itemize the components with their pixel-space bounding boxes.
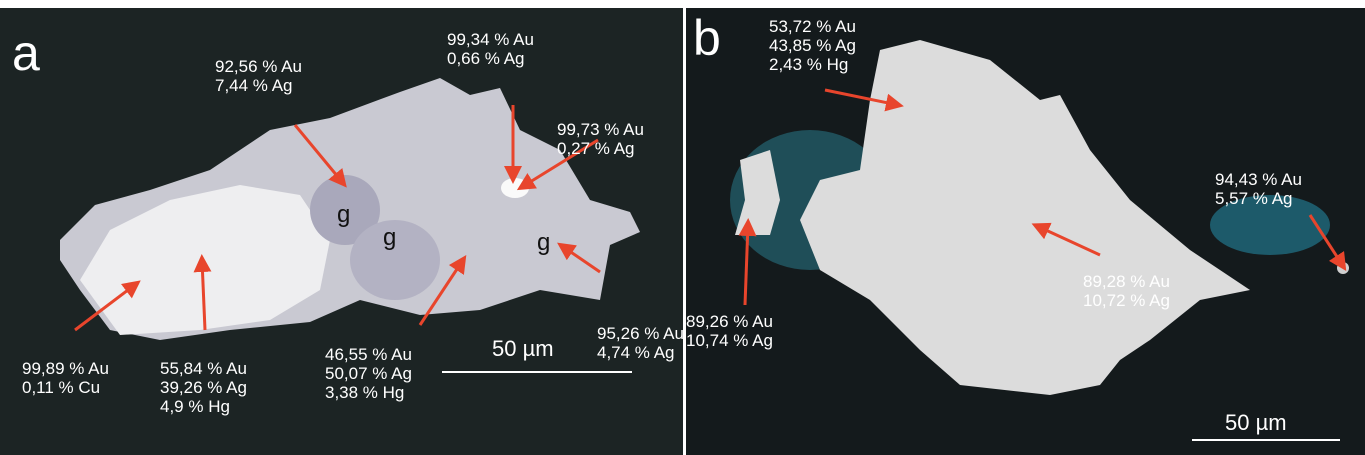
annotation: 89,28 % Au [1083, 272, 1170, 291]
scale-bar-label: 50 µm [1225, 410, 1287, 435]
annotation: 99,34 % Au [447, 30, 534, 49]
annotation: 7,44 % Ag [215, 76, 293, 95]
annotation: 4,74 % Ag [597, 343, 675, 362]
panel-label: b [693, 10, 721, 66]
annotation: 2,43 % Hg [769, 55, 848, 74]
annotation: 3,38 % Hg [325, 383, 404, 402]
annotation: 4,9 % Hg [160, 397, 230, 416]
annotation: 99,89 % Au [22, 359, 109, 378]
annotation: 43,85 % Ag [769, 36, 856, 55]
phase-mark: g [537, 229, 550, 256]
figure: a g g g 92,56 % Au7,44 % Ag 99,34 % Au0,66 % … [0, 0, 1365, 455]
annotation: 53,72 % Au [769, 17, 856, 36]
annotation: 0,11 % Cu [22, 378, 100, 397]
annotation: 46,55 % Au [325, 345, 412, 364]
annotation: 94,43 % Au [1215, 170, 1302, 189]
panel-label: a [12, 25, 40, 81]
annotation: 55,84 % Au [160, 359, 247, 378]
annotation: 50,07 % Ag [325, 364, 412, 383]
annotation: 92,56 % Au [215, 57, 302, 76]
annotation: 10,72 % Ag [1083, 291, 1170, 310]
annotation: 39,26 % Ag [160, 378, 247, 397]
annotation: 5,57 % Ag [1215, 189, 1293, 208]
annotation: 0,27 % Ag [557, 139, 635, 158]
annotation: 99,73 % Au [557, 120, 644, 139]
phase-mark: g [383, 224, 396, 251]
phase-mark: g [337, 201, 350, 228]
annotation: 10,74 % Ag [686, 331, 773, 350]
annotation: 89,26 % Au [686, 312, 773, 331]
phase [501, 178, 529, 198]
annotation: 0,66 % Ag [447, 49, 525, 68]
scale-bar-label: 50 µm [492, 336, 554, 361]
annotation: 95,26 % Au [597, 324, 684, 343]
